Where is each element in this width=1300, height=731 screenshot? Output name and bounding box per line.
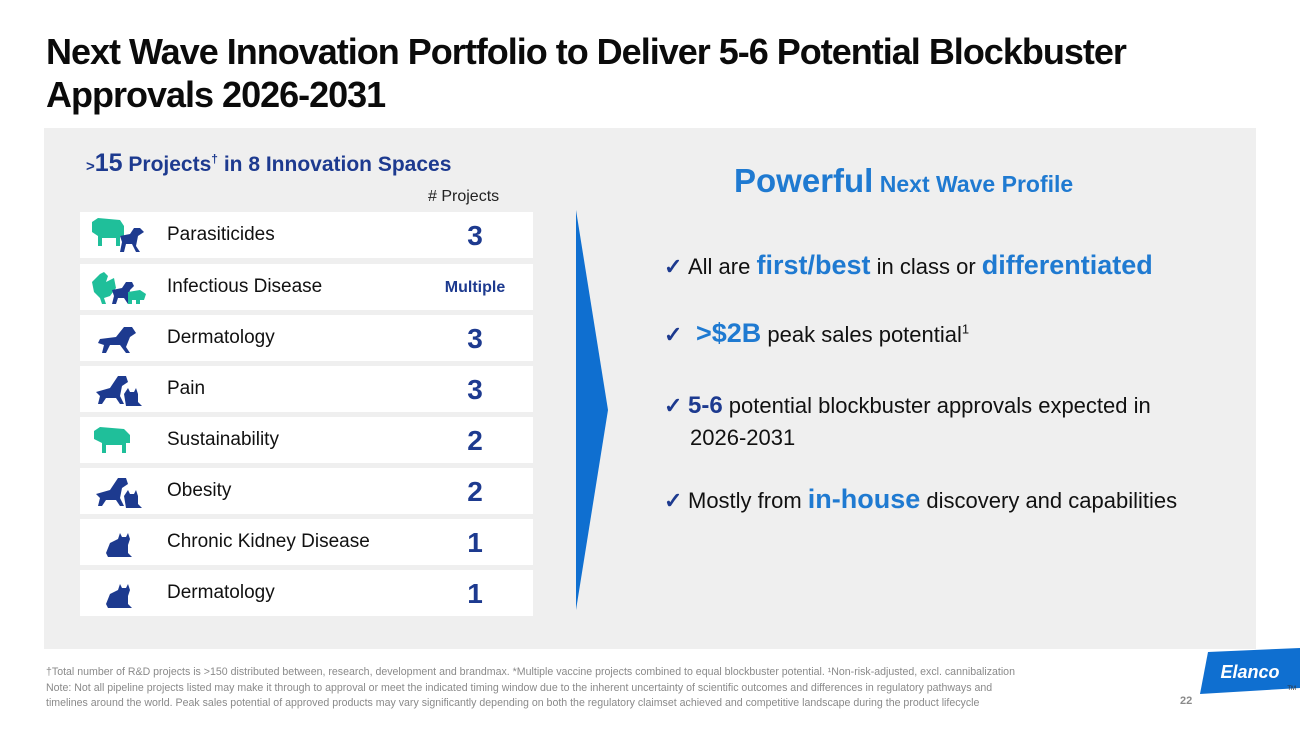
row-label: Obesity xyxy=(167,480,232,501)
bullet-highlight: >$2B xyxy=(696,318,762,348)
profile-heading-small: Next Wave Profile xyxy=(873,171,1074,197)
chicken-dog-pig-icon xyxy=(92,272,146,304)
bullet-text: in class or xyxy=(870,254,982,279)
row-label: Infectious Disease xyxy=(167,276,323,297)
check-icon: ✓ xyxy=(664,254,683,279)
check-icon: ✓ xyxy=(664,322,683,347)
elanco-logo-icon: Elanco xyxy=(1200,648,1300,694)
innovation-row: Parasiticides 3 xyxy=(80,212,533,258)
innovation-row: Obesity 2 xyxy=(80,468,533,514)
bullet-text: potential blockbuster approvals expected… xyxy=(722,393,1151,418)
innovation-row: Infectious Disease Multiple xyxy=(80,264,533,310)
page-title: Next Wave Innovation Portfolio to Delive… xyxy=(46,31,1127,115)
bullet-text: peak sales potential xyxy=(761,322,962,347)
row-count: 3 xyxy=(467,220,483,251)
bullet-first-best: ✓ All are first/best in class or differen… xyxy=(664,250,1153,281)
check-icon: ✓ xyxy=(664,488,683,513)
row-count: 3 xyxy=(467,323,483,354)
row-count: Multiple xyxy=(444,279,506,296)
dog-cat-icon xyxy=(96,478,142,508)
chevron-arrow-icon xyxy=(576,210,608,610)
elanco-logo: Elanco TM xyxy=(1200,648,1300,700)
heading-projects: Projects xyxy=(122,153,212,176)
heading-rest: in 8 Innovation Spaces xyxy=(217,153,452,176)
footnotes: †Total number of R&D projects is >150 di… xyxy=(46,665,1166,712)
page-number: 22 xyxy=(1180,695,1193,707)
bullet-highlight: in-house xyxy=(807,484,921,514)
projects-heading: >15 Projects† in 8 Innovation Spaces xyxy=(86,149,451,178)
cat-icon xyxy=(106,584,132,608)
heading-dagger: † xyxy=(211,152,218,166)
logo-text: Elanco xyxy=(1220,662,1279,682)
bullet-highlight: 5-6 xyxy=(688,392,723,419)
bullet-peak-sales: ✓ >$2B peak sales potential1 xyxy=(664,318,969,349)
row-count: 3 xyxy=(467,374,483,405)
cat-icon xyxy=(106,533,132,557)
row-count: 1 xyxy=(467,578,483,609)
row-label: Dermatology xyxy=(167,327,275,348)
bullet-in-house: ✓ Mostly from in-house discovery and capa… xyxy=(664,484,1177,515)
footnote-line: †Total number of R&D projects is >150 di… xyxy=(46,666,1015,678)
bullet-text-line2: 2026-2031 xyxy=(690,425,796,450)
heading-count: 15 xyxy=(94,149,123,177)
bullet-highlight: first/best xyxy=(756,250,871,280)
footnote-marker: 1 xyxy=(961,321,970,337)
bullet-text: All are xyxy=(688,254,757,279)
row-label: Parasiticides xyxy=(167,224,275,245)
row-count: 1 xyxy=(467,527,483,558)
row-count: 2 xyxy=(467,425,483,456)
row-label: Pain xyxy=(167,378,206,399)
profile-heading: Powerful Next Wave Profile xyxy=(734,162,1073,200)
footnote-line: Note: Not all pipeline projects listed m… xyxy=(46,681,993,694)
row-count: 2 xyxy=(467,476,483,507)
innovation-row: Dermatology 1 xyxy=(80,570,533,616)
bullet-text: Mostly from xyxy=(688,488,808,513)
check-icon: ✓ xyxy=(664,393,683,418)
dog-icon xyxy=(98,327,136,353)
row-label: Sustainability xyxy=(167,429,279,450)
innovation-row: Chronic Kidney Disease 1 xyxy=(80,519,533,565)
logo-tm: TM xyxy=(1287,686,1296,692)
heading-gt: > xyxy=(86,158,95,175)
cow-icon xyxy=(94,427,130,453)
profile-heading-big: Powerful xyxy=(734,162,874,199)
row-label: Dermatology xyxy=(167,582,275,603)
innovation-row: Dermatology 3 xyxy=(80,315,533,361)
footnote-line: timelines around the world. Peak sales p… xyxy=(46,697,980,709)
projects-column-header: # Projects xyxy=(428,188,500,205)
innovation-row: Sustainability 2 xyxy=(80,417,533,463)
innovation-row: Pain 3 xyxy=(80,366,533,412)
bullet-highlight: differentiated xyxy=(981,250,1153,280)
row-label: Chronic Kidney Disease xyxy=(167,531,370,552)
bullet-blockbuster: ✓ 5-6 potential blockbuster approvals exp… xyxy=(664,390,1151,454)
cow-dog-icon xyxy=(92,218,144,252)
bullet-text: discovery and capabilities xyxy=(920,488,1178,513)
dog-cat-icon xyxy=(96,376,142,406)
